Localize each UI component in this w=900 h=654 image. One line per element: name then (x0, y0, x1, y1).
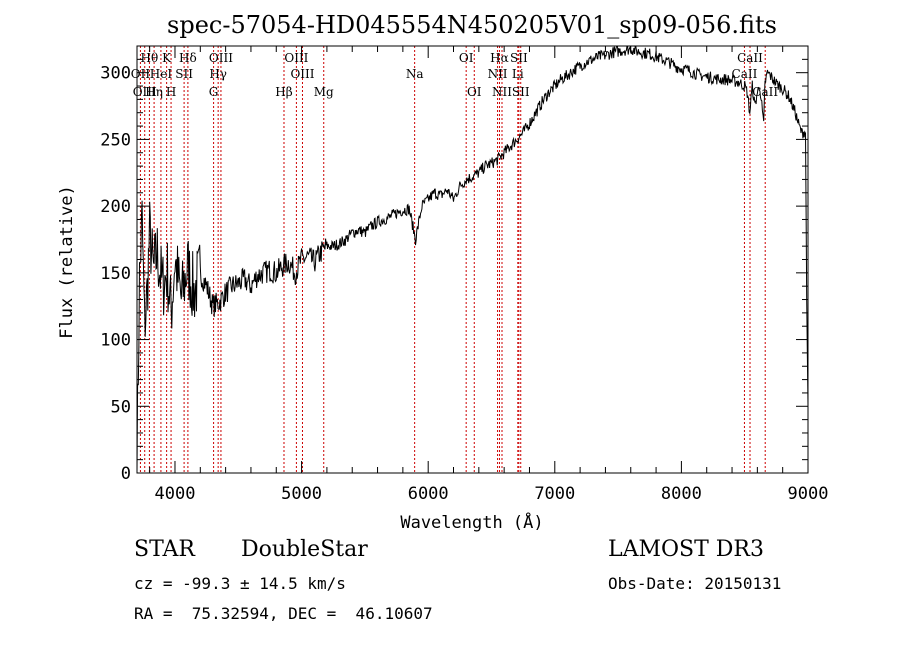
line-marker-label: CaII (737, 51, 763, 65)
line-marker-label: Hβ (275, 85, 292, 99)
line-marker-label: OII (131, 67, 151, 81)
observation-date: Obs-Date: 20150131 (608, 574, 782, 593)
line-marker-label: Na (406, 67, 424, 81)
chart-title: spec-57054-HD045554N450205V01_sp09-056.f… (167, 11, 777, 39)
line-marker-label: CaII (732, 67, 758, 81)
x-axis: 4000 5000 6000 7000 8000 9000 (149, 46, 829, 504)
line-markers (139, 46, 766, 473)
line-marker-label: OIII (209, 51, 233, 65)
line-marker-label: Hγ (209, 67, 227, 81)
line-marker-label: OI (467, 85, 482, 99)
line-marker-label: Mg (314, 85, 334, 99)
x-tick-label: 9000 (788, 484, 829, 504)
y-tick-label: 0 (121, 464, 131, 484)
line-marker-label: OI (459, 51, 474, 65)
x-tick-label: 5000 (281, 484, 322, 504)
line-marker-label: K (162, 51, 172, 65)
y-tick-label: 50 (111, 397, 131, 417)
object-class: STAR (134, 537, 195, 562)
x-tick-label: 6000 (408, 484, 449, 504)
flux-series-line (136, 45, 809, 472)
x-tick-label: 4000 (155, 484, 196, 504)
ra-dec-coordinates: RA = 75.32594, DEC = 46.10607 (134, 604, 433, 623)
line-marker-label: HeI (150, 67, 173, 81)
x-tick-label: 7000 (534, 484, 575, 504)
redshift-cz: cz = -99.3 ± 14.5 km/s (134, 574, 346, 593)
y-tick-label: 300 (100, 64, 131, 84)
line-marker-label: OIII (133, 85, 157, 99)
plot-frame (136, 45, 809, 474)
y-tick-label: 250 (100, 130, 131, 150)
x-tick-label: 8000 (661, 484, 702, 504)
line-marker-label: OIII (284, 51, 308, 65)
y-axis-label: Flux (relative) (57, 185, 77, 339)
survey-name: LAMOST DR3 (608, 537, 764, 562)
y-axis: 0 50 100 150 200 250 300 (100, 58, 808, 484)
y-tick-label: 100 (100, 331, 131, 351)
line-marker-label: NII (488, 67, 508, 81)
line-marker-label: Hδ (179, 51, 197, 65)
line-marker-label: Hη (145, 85, 163, 99)
y-tick-label: 200 (100, 197, 131, 217)
object-subclass: DoubleStar (241, 537, 368, 562)
line-marker-label: SII (512, 85, 530, 99)
line-marker-label: Hα (490, 51, 509, 65)
line-marker-label: OIII (290, 67, 314, 81)
line-marker-label: Li (512, 67, 524, 81)
x-axis-label: Wavelength (Å) (400, 511, 543, 533)
line-marker-label: H (166, 85, 176, 99)
line-marker-label: SII (175, 67, 193, 81)
y-tick-label: 150 (100, 264, 131, 284)
line-marker-label: NII (492, 85, 512, 99)
line-marker-label: Hθ (141, 51, 159, 65)
line-marker-label: SII (510, 51, 528, 65)
line-marker-label: G (209, 85, 219, 99)
